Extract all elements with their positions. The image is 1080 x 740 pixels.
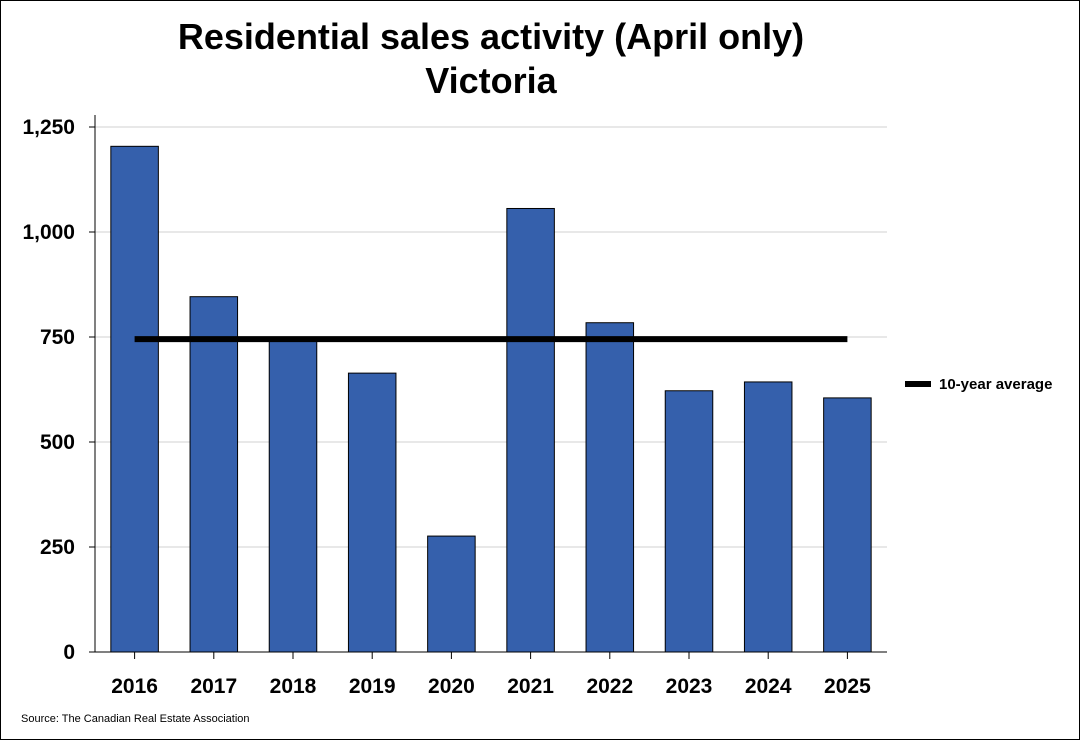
chart-title: Residential sales activity (April only) xyxy=(177,16,805,57)
chart-title-block: Residential sales activity (April only) … xyxy=(1,15,981,103)
x-tick-label: 2024 xyxy=(745,675,792,698)
legend: 10-year average xyxy=(905,376,1052,393)
bar-2022 xyxy=(585,322,635,653)
axes xyxy=(89,115,887,659)
source-note: Source: The Canadian Real Estate Associa… xyxy=(21,713,250,725)
x-tick-label: 2023 xyxy=(666,675,713,698)
y-tick-label: 1,250 xyxy=(22,116,75,139)
x-tick-label: 2019 xyxy=(349,675,396,698)
x-tick-label: 2021 xyxy=(507,675,554,698)
chart-subtitle: Victoria xyxy=(425,60,557,101)
x-tick-label: 2016 xyxy=(111,675,158,698)
legend-label-average: 10-year average xyxy=(939,376,1052,393)
y-tick-label: 750 xyxy=(40,326,75,349)
x-tick-label: 2018 xyxy=(270,675,317,698)
y-tick-label: 1,000 xyxy=(22,221,75,244)
y-tick-label: 0 xyxy=(63,641,75,664)
bars xyxy=(110,145,872,653)
bar-2019 xyxy=(347,372,397,653)
y-tick-label: 500 xyxy=(40,431,75,454)
x-tick-labels: 2016 2017 2018 2019 2020 2021 2022 2023 2024 2025 xyxy=(111,675,871,698)
bar-2018 xyxy=(268,338,318,653)
bar-2016 xyxy=(110,145,159,653)
x-tick-label: 2017 xyxy=(190,675,237,698)
bar-2017 xyxy=(189,296,239,653)
x-tick-label: 2025 xyxy=(824,675,871,698)
bar-2021 xyxy=(506,207,555,653)
y-tick-label: 250 xyxy=(40,536,75,559)
x-tick-label: 2022 xyxy=(586,675,633,698)
bar-2020 xyxy=(427,535,476,653)
x-tick-label: 2020 xyxy=(428,675,475,698)
bar-2025 xyxy=(823,397,872,653)
bar-2024 xyxy=(743,381,793,653)
y-tick-labels: 0 250 500 750 1,000 1,250 xyxy=(22,116,75,664)
bar-2023 xyxy=(664,390,714,653)
